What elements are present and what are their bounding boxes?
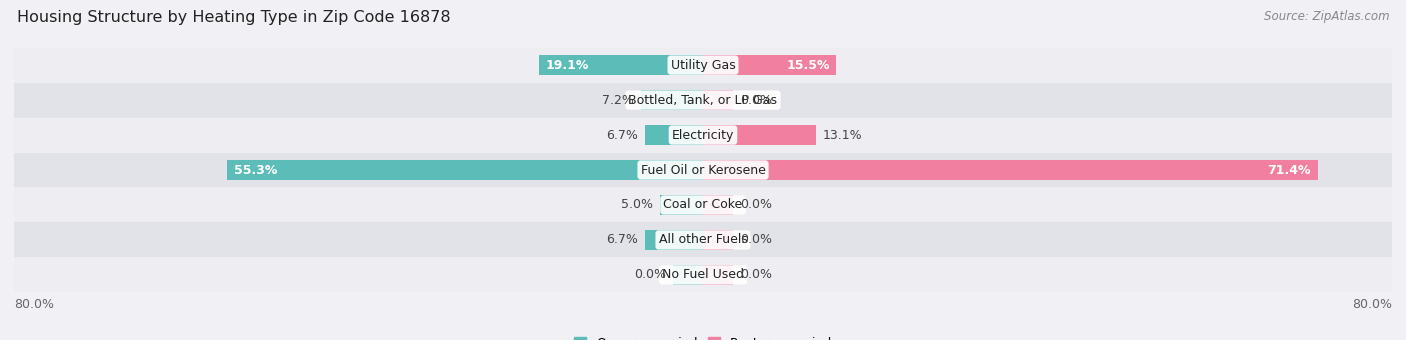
Text: 80.0%: 80.0% — [14, 298, 53, 311]
Text: Utility Gas: Utility Gas — [671, 58, 735, 72]
Text: Source: ZipAtlas.com: Source: ZipAtlas.com — [1264, 10, 1389, 23]
Bar — [703, 230, 733, 250]
Bar — [641, 90, 703, 110]
Text: No Fuel Used: No Fuel Used — [662, 268, 744, 282]
Bar — [538, 55, 703, 75]
Text: Fuel Oil or Kerosene: Fuel Oil or Kerosene — [641, 164, 765, 176]
Text: 0.0%: 0.0% — [740, 268, 772, 282]
Bar — [226, 160, 703, 180]
Text: Housing Structure by Heating Type in Zip Code 16878: Housing Structure by Heating Type in Zip… — [17, 10, 450, 25]
Bar — [14, 118, 1392, 153]
Bar — [673, 265, 703, 285]
Text: 71.4%: 71.4% — [1267, 164, 1310, 176]
Text: Coal or Coke: Coal or Coke — [664, 199, 742, 211]
Bar — [14, 187, 1392, 222]
Text: 5.0%: 5.0% — [621, 199, 652, 211]
Bar — [703, 90, 733, 110]
Bar — [645, 230, 703, 250]
Bar — [703, 125, 815, 144]
Bar — [703, 55, 837, 75]
Text: 6.7%: 6.7% — [606, 234, 638, 246]
Bar — [14, 153, 1392, 187]
Text: 0.0%: 0.0% — [740, 234, 772, 246]
Text: 0.0%: 0.0% — [740, 199, 772, 211]
Text: 19.1%: 19.1% — [546, 58, 589, 72]
Text: 80.0%: 80.0% — [1353, 298, 1392, 311]
Bar — [14, 222, 1392, 257]
Bar — [645, 125, 703, 144]
Bar — [14, 257, 1392, 292]
Legend: Owner-occupied, Renter-occupied: Owner-occupied, Renter-occupied — [568, 332, 838, 340]
Bar — [703, 160, 1317, 180]
Text: Bottled, Tank, or LP Gas: Bottled, Tank, or LP Gas — [628, 94, 778, 106]
Bar — [703, 265, 733, 285]
Bar — [703, 195, 733, 215]
Text: 55.3%: 55.3% — [233, 164, 277, 176]
Text: 15.5%: 15.5% — [786, 58, 830, 72]
Text: 0.0%: 0.0% — [634, 268, 666, 282]
Bar — [14, 48, 1392, 83]
Bar — [659, 195, 703, 215]
Text: All other Fuels: All other Fuels — [658, 234, 748, 246]
Text: 0.0%: 0.0% — [740, 94, 772, 106]
Text: 6.7%: 6.7% — [606, 129, 638, 141]
Text: 13.1%: 13.1% — [823, 129, 862, 141]
Text: Electricity: Electricity — [672, 129, 734, 141]
Bar — [14, 83, 1392, 118]
Text: 7.2%: 7.2% — [602, 94, 634, 106]
